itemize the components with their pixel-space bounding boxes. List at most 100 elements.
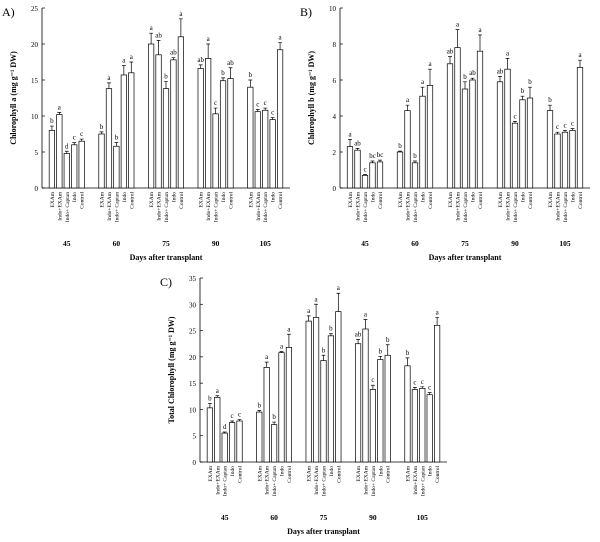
significance-letter: ab: [447, 48, 454, 56]
bar: [227, 78, 234, 189]
treatment-label: Control: [228, 192, 234, 209]
significance-letter: a: [506, 49, 510, 57]
treatment-label: Indo+ Captan: [563, 192, 569, 222]
error-bar: [420, 386, 425, 389]
significance-letter: b: [386, 336, 390, 344]
y-tick-label: 30: [189, 301, 197, 309]
error-bar: [178, 18, 183, 37]
treatment-label: EXAm: [448, 191, 454, 207]
bar: [369, 162, 376, 189]
error-bar: [463, 81, 467, 89]
error-bar: [306, 315, 311, 322]
treatment-label: Indo+EXAm: [363, 465, 369, 494]
significance-letter: c: [571, 120, 574, 128]
significance-letter: a: [150, 24, 154, 32]
treatment-label: Indo+ Captan: [214, 192, 220, 222]
bar: [56, 114, 63, 189]
treatment-label: Control: [129, 192, 135, 209]
significance-letter: ab: [354, 139, 361, 147]
x-axis-label: Days after transplant: [130, 253, 203, 262]
treatment-label: Indo+EXAm: [456, 191, 462, 220]
error-bar: [329, 333, 333, 336]
significance-letter: b: [100, 123, 104, 131]
treatment-label: Indo+ Captan: [513, 192, 519, 222]
bar: [262, 109, 269, 189]
error-bar: [207, 403, 212, 408]
error-bar: [248, 79, 253, 88]
error-bar: [257, 410, 262, 413]
bar: [278, 352, 285, 463]
significance-letter: a: [265, 353, 269, 361]
y-tick-label: 10: [31, 113, 39, 121]
bar: [384, 354, 391, 463]
bar: [576, 67, 584, 189]
error-bar: [149, 32, 154, 44]
error-bar: [279, 351, 284, 353]
significance-letter: ab: [197, 56, 204, 64]
bar: [120, 74, 127, 189]
significance-letter: a: [315, 295, 319, 303]
bar: [411, 389, 418, 463]
y-tick-label: 5: [35, 149, 39, 157]
significance-letter: a: [348, 130, 352, 138]
treatment-label: EXAm: [548, 191, 554, 207]
treatment-label: Indo+ Captan: [322, 466, 328, 496]
y-tick-label: 25: [31, 5, 39, 13]
error-bar: [278, 42, 282, 50]
bar: [320, 360, 327, 463]
significance-letter: ab: [170, 49, 177, 57]
treatment-label: Indo: [122, 192, 128, 202]
y-tick-label: 10: [189, 406, 197, 414]
bar: [355, 343, 362, 463]
bar: [377, 359, 384, 463]
bar: [504, 68, 511, 189]
significance-letter: a: [207, 35, 211, 43]
error-bar: [570, 128, 575, 131]
treatment-label: Indo+EXAm: [107, 191, 113, 220]
treatment-label: Control: [80, 192, 86, 209]
bar: [335, 311, 342, 463]
y-axis-label: Total Chlorophyll (mg g⁻¹ DW): [167, 316, 176, 423]
significance-letter: c: [73, 134, 76, 142]
bar: [404, 365, 411, 463]
significance-letter: a: [280, 343, 284, 351]
error-bar: [363, 174, 367, 176]
bar: [162, 88, 170, 189]
significance-letter: a: [58, 103, 62, 111]
error-bar: [213, 107, 218, 114]
significance-letter: c: [271, 108, 274, 116]
error-bar: [99, 131, 104, 134]
bar: [546, 110, 554, 189]
treatment-label: EXAm: [199, 191, 205, 207]
treatment-label: Control: [378, 192, 384, 209]
y-tick-label: 5: [193, 433, 197, 441]
significance-letter: a: [364, 311, 368, 319]
bar: [148, 43, 155, 189]
error-bar: [427, 392, 432, 395]
significance-letter: a: [428, 60, 432, 68]
treatment-label: Indo+EXAm: [506, 191, 512, 220]
significance-letter: ab: [227, 59, 234, 67]
x-tick-label: 60: [113, 239, 121, 248]
significance-letter: b: [528, 78, 532, 86]
treatment-label: EXAm: [50, 191, 56, 207]
significance-letter: a: [130, 53, 134, 61]
treatment-label: Indo: [329, 466, 335, 476]
significance-letter: a: [456, 21, 460, 29]
y-tick-label: 0: [193, 459, 197, 467]
error-bar: [272, 421, 277, 425]
error-bar: [405, 357, 410, 366]
bar: [496, 81, 504, 189]
error-bar: [215, 395, 220, 398]
significance-letter: b: [548, 96, 552, 104]
significance-letter: a: [421, 78, 425, 86]
bar: [212, 113, 219, 189]
error-bar: [237, 419, 242, 421]
bar: [63, 153, 70, 189]
significance-letter: a: [122, 57, 126, 65]
significance-letter: a: [287, 325, 291, 333]
bar: [469, 79, 476, 189]
treatment-label: Indo+ Captan: [420, 466, 426, 496]
y-tick-label: 35: [189, 275, 197, 283]
